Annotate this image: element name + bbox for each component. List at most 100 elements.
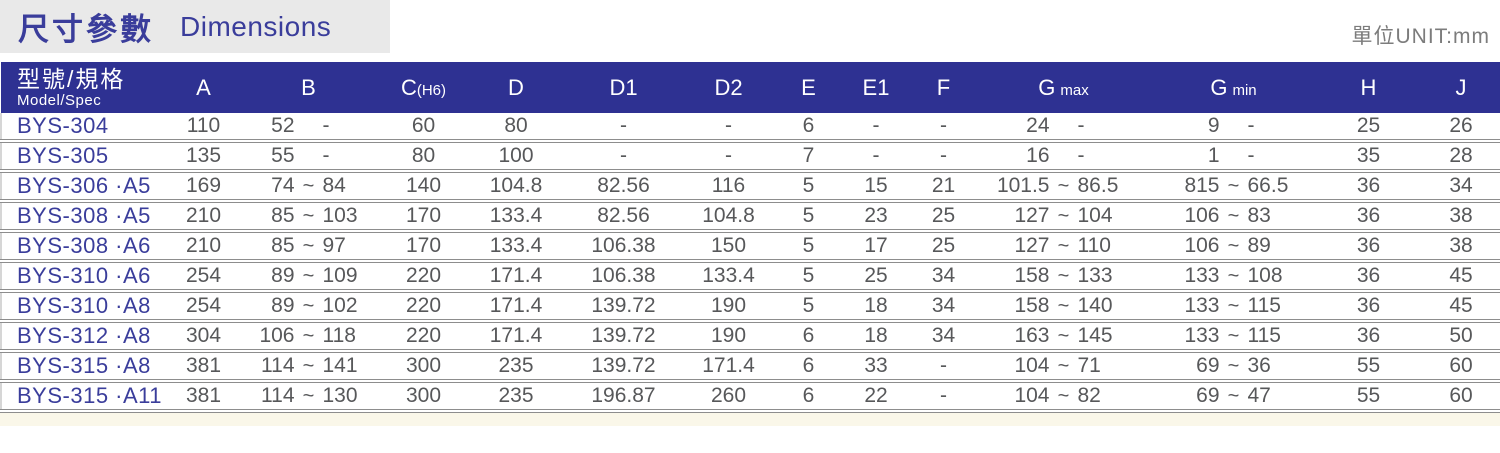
- cell-gmin: 69 ~36: [1151, 351, 1316, 383]
- page-title-en: Dimensions: [180, 10, 332, 42]
- cell-gmin: 106 ~83: [1151, 201, 1316, 233]
- cell-b: 89 ~109: [236, 261, 381, 293]
- cell-e1: 25: [841, 261, 911, 293]
- cell-d: 235: [466, 351, 566, 383]
- cell-e1: 22: [841, 381, 911, 413]
- cell-d2: 190: [681, 291, 776, 323]
- table-row: BYS-304 110 52-60 80- -6- -24-9-25 26: [0, 113, 1500, 143]
- cell-j: 60: [1421, 381, 1500, 413]
- column-header-d2: D2: [681, 62, 776, 113]
- cell-gmax: 127 ~110: [976, 231, 1151, 263]
- cell-j: 45: [1421, 291, 1500, 323]
- cell-b: 89 ~102: [236, 291, 381, 323]
- cell-a: 169: [171, 171, 236, 203]
- cell-gmin: 133 ~115: [1151, 291, 1316, 323]
- cell-f: 34: [911, 261, 976, 293]
- model-cell: BYS-315 ·A11: [0, 381, 171, 413]
- table-row: BYS-305 135 55-80 100- -7- -16-1-35 28: [0, 141, 1500, 173]
- cell-d2: 171.4: [681, 351, 776, 383]
- cell-e: 5: [776, 201, 841, 233]
- column-header-f: F: [911, 62, 976, 113]
- cell-d: 171.4: [466, 321, 566, 353]
- model-header-en: Model/Spec: [17, 91, 102, 109]
- cell-gmin: 1-: [1151, 141, 1316, 173]
- cell-d1: 139.72: [566, 291, 681, 323]
- cell-h: 36: [1316, 171, 1421, 203]
- cell-a: 135: [171, 141, 236, 173]
- cell-c: 300: [381, 351, 466, 383]
- cell-d2: -: [681, 113, 776, 143]
- cell-j: 38: [1421, 231, 1500, 263]
- cell-e: 6: [776, 381, 841, 413]
- unit-label: 單位UNIT:mm: [1351, 25, 1490, 48]
- cell-gmin: 133 ~115: [1151, 321, 1316, 353]
- cell-d1: -: [566, 141, 681, 173]
- cell-f: 25: [911, 201, 976, 233]
- cell-a: 381: [171, 381, 236, 413]
- cell-gmin: 69 ~47: [1151, 381, 1316, 413]
- cell-d: 100: [466, 141, 566, 173]
- cell-d2: 150: [681, 231, 776, 263]
- cell-d1: 139.72: [566, 321, 681, 353]
- cell-d2: 190: [681, 321, 776, 353]
- model-header-zh: 型號/規格: [17, 66, 126, 93]
- cell-d2: 116: [681, 171, 776, 203]
- footer-band: [0, 413, 1500, 426]
- cell-f: 34: [911, 291, 976, 323]
- cell-d: 104.8: [466, 171, 566, 203]
- column-header-d: D: [466, 62, 566, 113]
- cell-e1: 18: [841, 321, 911, 353]
- cell-a: 210: [171, 231, 236, 263]
- cell-e1: 33: [841, 351, 911, 383]
- cell-e: 6: [776, 351, 841, 383]
- cell-f: -: [911, 141, 976, 173]
- cell-e: 6: [776, 321, 841, 353]
- column-header-e1: E1: [841, 62, 911, 113]
- cell-a: 381: [171, 351, 236, 383]
- column-header-model: 型號/規格 Model/Spec: [1, 62, 171, 113]
- cell-d: 80: [466, 113, 566, 143]
- cell-f: 34: [911, 321, 976, 353]
- cell-d1: 82.56: [566, 201, 681, 233]
- column-header-c: C(H6): [381, 62, 466, 113]
- cell-gmin: 815 ~66.5: [1151, 171, 1316, 203]
- cell-j: 34: [1421, 171, 1500, 203]
- column-header-e: E: [776, 62, 841, 113]
- cell-b: 85 ~97: [236, 231, 381, 263]
- column-header-a: A: [171, 62, 236, 113]
- table-row: BYS-306 ·A5 169 74 ~84 140 104.8 82.56 116 5 15 21…: [0, 171, 1500, 203]
- cell-gmax: 16-: [976, 141, 1151, 173]
- cell-gmax: 104 ~71: [976, 351, 1151, 383]
- model-cell: BYS-305: [0, 141, 171, 173]
- cell-gmax: 24-: [976, 113, 1151, 143]
- cell-a: 210: [171, 201, 236, 233]
- cell-j: 45: [1421, 261, 1500, 293]
- cell-gmin: 9-: [1151, 113, 1316, 143]
- model-cell: BYS-304: [0, 113, 171, 143]
- cell-d: 235: [466, 381, 566, 413]
- table-row: BYS-310 ·A8 254 89 ~102 220 171.4 139.72 190 5 18…: [0, 291, 1500, 323]
- model-cell: BYS-308 ·A6: [0, 231, 171, 263]
- cell-b: 114 ~130: [236, 381, 381, 413]
- cell-f: 25: [911, 231, 976, 263]
- cell-h: 36: [1316, 231, 1421, 263]
- cell-h: 25: [1316, 113, 1421, 143]
- cell-gmax: 104 ~82: [976, 381, 1151, 413]
- cell-d1: 82.56: [566, 171, 681, 203]
- cell-h: 55: [1316, 381, 1421, 413]
- table-row: BYS-312 ·A8 304 106 ~118 220 171.4 139.72 190 6 1…: [0, 321, 1500, 353]
- page-title-zh: 尺寸參數: [18, 12, 154, 47]
- cell-a: 110: [171, 113, 236, 143]
- cell-gmax: 158 ~140: [976, 291, 1151, 323]
- table-row: BYS-315 ·A11 381 114 ~130 300 235 196.87 260 6 22…: [0, 381, 1500, 413]
- cell-b: 114 ~141: [236, 351, 381, 383]
- cell-d1: 196.87: [566, 381, 681, 413]
- cell-c: 80: [381, 141, 466, 173]
- cell-c: 60: [381, 113, 466, 143]
- model-cell: BYS-312 ·A8: [0, 321, 171, 353]
- model-cell: BYS-310 ·A8: [0, 291, 171, 323]
- table-row: BYS-308 ·A6 210 85 ~97 170 133.4 106.38 150 5 17 2…: [0, 231, 1500, 263]
- cell-e: 5: [776, 231, 841, 263]
- title-band: 尺寸參數 Dimensions: [0, 0, 390, 53]
